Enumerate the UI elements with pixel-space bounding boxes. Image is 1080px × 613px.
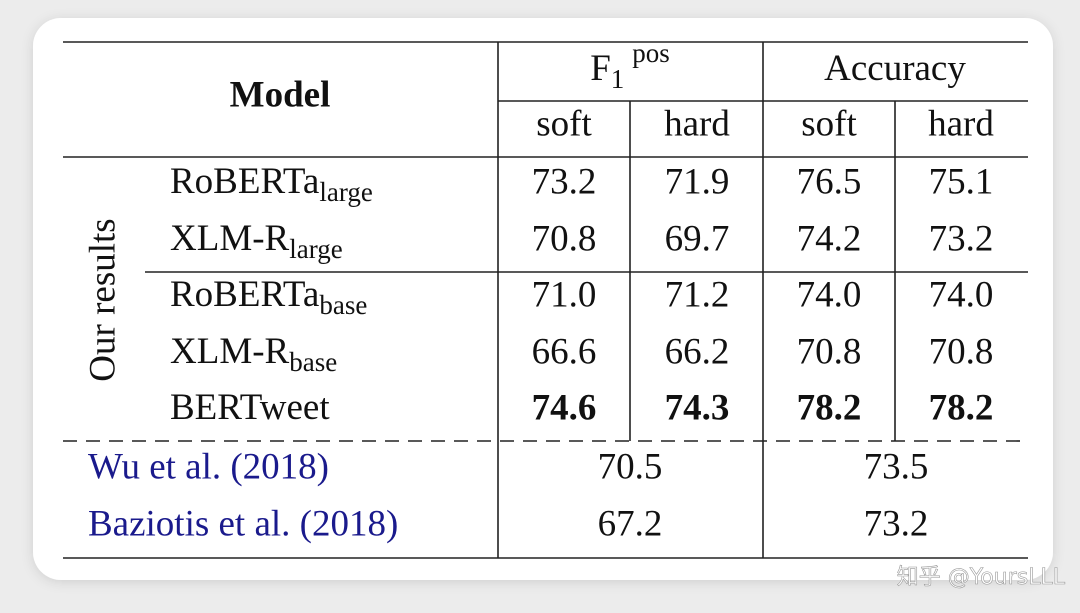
cell: 78.2 — [797, 387, 862, 428]
cell: 74.3 — [665, 387, 730, 428]
text-main: Accuracy — [824, 48, 966, 89]
cell: 74.2 — [797, 218, 862, 259]
baseline-name: Baziotis et al. (2018) — [88, 503, 398, 544]
cell: 70.8 — [532, 218, 597, 259]
cell: 74.6 — [532, 387, 597, 428]
cell: 73.2 — [532, 161, 597, 202]
subscript: base — [319, 290, 367, 320]
cell: 71.0 — [532, 274, 597, 315]
subscript: large — [319, 177, 372, 207]
cell: 75.1 — [929, 161, 994, 202]
cell: 78.2 — [929, 387, 994, 428]
header-model: Model — [230, 74, 331, 115]
superscript: pos — [632, 38, 670, 68]
text-main: XLM-R — [170, 218, 290, 259]
cell-text: BERTweet — [170, 387, 330, 428]
group-label: Our results — [82, 218, 123, 381]
cell: 73.2 — [929, 218, 994, 259]
cell: 74.0 — [929, 274, 994, 315]
subscript: 1 — [611, 64, 625, 94]
text-main: F — [590, 48, 611, 89]
card — [33, 18, 1053, 580]
subscript: large — [289, 234, 342, 264]
subscript: base — [289, 347, 337, 377]
cell-text: Accuracy — [824, 48, 966, 89]
cell: 76.5 — [797, 161, 862, 202]
baseline-name: Wu et al. (2018) — [88, 446, 329, 487]
cell-text: F1pos — [590, 38, 670, 94]
text-main: RoBERTa — [170, 274, 319, 315]
subheader: soft — [536, 103, 592, 144]
cell-text: RoBERTalarge — [170, 161, 373, 207]
text-main: XLM-R — [170, 331, 290, 372]
text-main: RoBERTa — [170, 161, 319, 202]
text-main: BERTweet — [170, 387, 330, 428]
cell: 67.2 — [598, 503, 663, 544]
cell-text: RoBERTabase — [170, 274, 367, 320]
cell-text: XLM-Rlarge — [170, 218, 343, 264]
cell: 73.5 — [864, 446, 929, 487]
cell: 70.8 — [797, 331, 862, 372]
cell: 66.2 — [665, 331, 730, 372]
cell: 71.2 — [665, 274, 730, 315]
cell-text: XLM-Rbase — [170, 331, 337, 377]
subheader: hard — [928, 103, 994, 144]
cell: 70.5 — [598, 446, 663, 487]
table-rules — [63, 41, 1028, 559]
cell: 66.6 — [532, 331, 597, 372]
subheader: hard — [664, 103, 730, 144]
cell: 70.8 — [929, 331, 994, 372]
cell: 74.0 — [797, 274, 862, 315]
cell: 69.7 — [665, 218, 730, 259]
subheader: soft — [801, 103, 857, 144]
cell: 73.2 — [864, 503, 929, 544]
cell: 71.9 — [665, 161, 730, 202]
watermark: 知乎 @YoursLLL — [897, 565, 1066, 590]
